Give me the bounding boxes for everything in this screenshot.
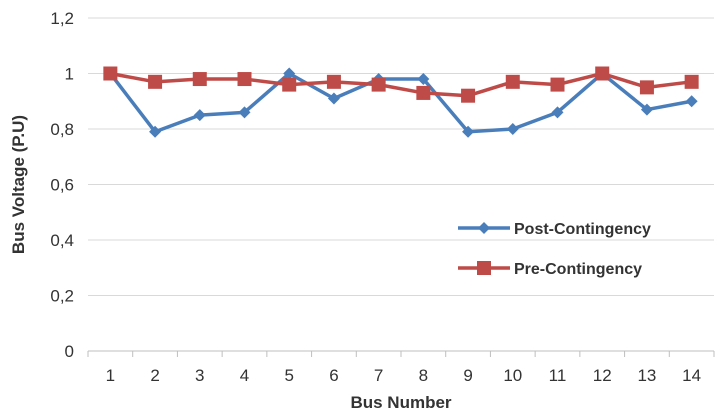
data-point	[326, 74, 341, 89]
y-tick-label: 1,2	[50, 9, 74, 28]
legend: Post-Contingency Pre-Contingency	[458, 221, 651, 278]
legend-marker	[477, 261, 491, 275]
series-line	[110, 71, 692, 98]
data-point	[193, 109, 206, 122]
x-tick-label: 13	[637, 366, 656, 385]
data-point	[148, 74, 163, 89]
data-point	[550, 77, 565, 92]
legend-marker	[478, 222, 490, 234]
x-tick-label: 12	[593, 366, 612, 385]
x-tick-label: 7	[374, 366, 383, 385]
y-tick-label: 0,4	[50, 231, 74, 250]
y-tick-label: 0,8	[50, 120, 74, 139]
x-axis-title: Bus Number	[350, 393, 451, 412]
data-point	[685, 95, 698, 108]
data-point	[462, 125, 475, 138]
data-point	[238, 106, 251, 119]
data-point	[639, 80, 654, 95]
x-tick-label: 2	[150, 366, 159, 385]
x-tick-label: 14	[682, 366, 701, 385]
gridlines	[88, 17, 714, 296]
data-point	[416, 85, 431, 100]
data-point	[327, 92, 340, 105]
data-point	[371, 77, 386, 92]
x-tick-label: 4	[240, 366, 249, 385]
data-point	[282, 77, 297, 92]
data-point	[283, 67, 296, 80]
series-line	[108, 71, 692, 134]
x-tick-label: 6	[329, 366, 338, 385]
data-point	[551, 106, 564, 119]
legend-item: Pre-Contingency	[458, 261, 642, 278]
data-point	[417, 73, 430, 86]
data-point	[461, 88, 476, 103]
legend-label: Post-Contingency	[514, 221, 651, 238]
data-point	[103, 66, 118, 81]
x-tick-label: 5	[284, 366, 293, 385]
x-tick-label: 8	[419, 366, 428, 385]
x-tick-label: 9	[463, 366, 472, 385]
series	[103, 66, 699, 138]
y-tick-label: 1	[65, 65, 74, 84]
y-axis-title: Bus Voltage (P.U)	[9, 115, 28, 254]
data-point	[192, 72, 207, 87]
legend-label: Pre-Contingency	[514, 261, 642, 278]
data-point	[640, 103, 653, 116]
y-tick-label: 0,2	[50, 287, 74, 306]
data-point	[506, 123, 519, 135]
x-tick-label: 1	[106, 366, 115, 385]
x-tick-label: 10	[503, 366, 522, 385]
data-point	[684, 74, 699, 89]
x-tick-label: 11	[549, 366, 567, 385]
data-point	[237, 72, 252, 87]
x-tick-label: 3	[195, 366, 204, 385]
data-point	[595, 66, 610, 81]
series-pre-contingency	[103, 66, 699, 103]
y-tick-label: 0	[65, 342, 74, 361]
data-point	[149, 125, 162, 138]
y-tick-label: 0,6	[50, 176, 74, 195]
axes: 00,20,40,60,811,21 2 3 4 5 6 7 8 9 10 11 12 13 14	[50, 9, 715, 385]
legend-item: Post-Contingency	[458, 221, 651, 238]
data-point	[505, 74, 520, 89]
